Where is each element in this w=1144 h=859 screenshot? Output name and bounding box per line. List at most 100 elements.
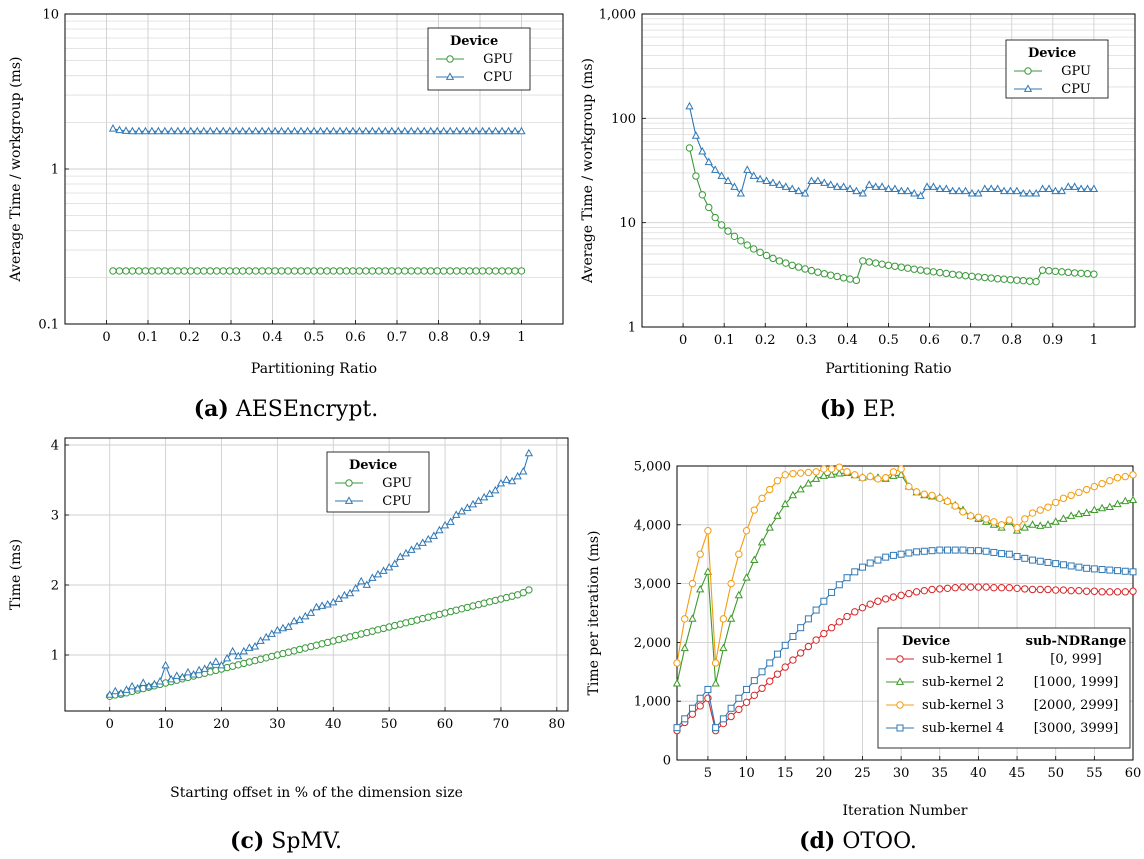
data-point: [796, 469, 805, 477]
data-point: [400, 126, 409, 135]
data-point: [180, 126, 189, 135]
data-point: [154, 126, 163, 135]
data-point: [1044, 585, 1052, 594]
data-point: [905, 549, 913, 557]
data-point: [796, 649, 805, 657]
data-point: [800, 188, 810, 197]
x-tick-label: 0.4: [262, 330, 283, 345]
data-point: [961, 272, 970, 280]
data-point: [1052, 560, 1060, 568]
data-point: [974, 188, 983, 197]
data-point: [878, 260, 886, 268]
data-point: [303, 267, 312, 275]
legend-label: GPU: [1061, 64, 1091, 79]
data-point: [225, 126, 234, 135]
x-tick-label: 0: [679, 333, 687, 348]
data-point: [755, 174, 765, 183]
data-point: [1036, 521, 1045, 529]
data-point: [775, 180, 784, 188]
data-point: [1077, 269, 1085, 278]
data-point: [929, 182, 938, 190]
data-point: [866, 559, 874, 567]
legend-marker: [895, 677, 905, 685]
caption-letter: (b): [819, 396, 856, 422]
data-point: [743, 685, 751, 693]
data-point: [896, 470, 906, 478]
data-point: [966, 583, 975, 591]
data-point: [773, 670, 782, 678]
data-point: [749, 245, 758, 253]
data-point: [348, 126, 358, 135]
y-axis-label: Time per iteration (ms): [586, 530, 602, 695]
data-point: [990, 584, 998, 592]
data-point: [1021, 585, 1029, 593]
data-point: [804, 615, 812, 623]
data-point: [471, 126, 481, 135]
data-point: [833, 272, 841, 281]
plot-frame: [641, 13, 1136, 328]
data-point: [407, 267, 415, 275]
data-point: [278, 623, 288, 632]
data-point: [1082, 485, 1091, 494]
data-point: [1036, 506, 1044, 514]
data-point: [920, 547, 928, 555]
data-point: [680, 643, 689, 652]
x-tick-label: 1: [1090, 333, 1098, 348]
data-point: [704, 526, 712, 535]
data-point: [993, 275, 1002, 283]
data-point: [889, 468, 898, 476]
data-point: [122, 685, 131, 693]
data-point: [144, 681, 153, 690]
data-point: [375, 267, 383, 275]
caption-letter: (c): [230, 828, 265, 854]
data-point: [329, 267, 338, 275]
data-point: [954, 186, 964, 195]
data-point: [711, 165, 720, 173]
data-point: [303, 126, 312, 135]
data-point: [959, 583, 967, 591]
data-point: [922, 182, 932, 190]
x-tick-label: 40: [325, 717, 342, 732]
data-point: [511, 267, 519, 275]
data-point: [199, 126, 208, 135]
data-point: [396, 552, 405, 560]
data-point: [167, 267, 176, 275]
caption-text: SpMV.: [271, 829, 342, 854]
data-point: [929, 268, 938, 276]
data-point: [174, 267, 182, 275]
data-point: [916, 266, 925, 274]
x-tick-label: 5: [704, 766, 712, 781]
data-point: [394, 267, 402, 275]
data-point: [1006, 276, 1015, 284]
data-point: [154, 267, 163, 275]
data-point: [987, 184, 996, 192]
data-point: [1029, 556, 1037, 564]
data-point: [936, 585, 944, 593]
data-point: [336, 267, 344, 275]
plot-frame: [676, 465, 1134, 761]
data-point: [435, 525, 444, 534]
data-point: [148, 267, 156, 275]
data-point: [966, 512, 975, 520]
y-tick-label: 3: [51, 509, 59, 524]
data-point: [362, 267, 370, 275]
data-point: [329, 126, 338, 135]
x-tick-label: 0.3: [796, 333, 817, 348]
data-point: [1082, 508, 1091, 516]
y-axis-label: Average Time / workgroup (ms): [580, 58, 596, 284]
data-point: [459, 267, 467, 275]
data-point: [673, 659, 681, 667]
data-point: [1067, 562, 1075, 570]
data-point: [812, 636, 820, 644]
data-point: [334, 594, 344, 602]
data-point: [1121, 472, 1129, 481]
data-point: [835, 581, 843, 589]
data-point: [982, 515, 990, 523]
data-point: [782, 259, 790, 267]
data-point: [232, 267, 240, 275]
y-tick-label: 0.1: [38, 318, 59, 333]
data-point: [874, 597, 882, 605]
data-point: [1113, 474, 1122, 482]
data-point: [440, 520, 450, 529]
x-tick-label: 0.9: [470, 330, 491, 345]
